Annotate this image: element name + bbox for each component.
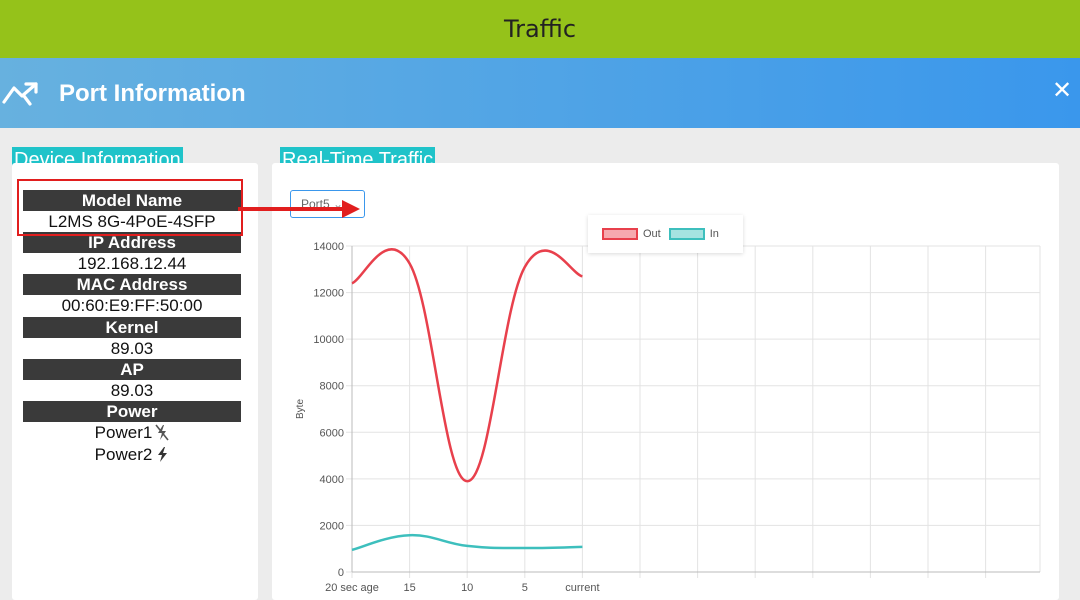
ap-header: AP: [23, 359, 241, 380]
top-bar: Traffic: [0, 0, 1080, 58]
y-tick-label: 8000: [320, 381, 344, 393]
model-name-value: L2MS 8G-4PoE-4SFP: [48, 212, 216, 231]
legend-out[interactable]: Out: [602, 228, 661, 240]
model-name-header: Model Name: [23, 190, 241, 211]
y-tick-label: 2000: [320, 520, 344, 532]
kernel-header: Kernel: [23, 317, 241, 338]
x-tick-label: current: [565, 582, 599, 594]
top-bar-title: Traffic: [503, 15, 577, 43]
chevron-down-icon: ⌄: [333, 197, 344, 211]
ip-address-value: 192.168.12.44: [77, 254, 187, 273]
power1-row: Power1: [23, 422, 241, 443]
x-tick-label: 15: [403, 582, 415, 594]
y-axis-label: Byte: [295, 399, 306, 419]
trend-chart-icon: [2, 82, 38, 106]
mac-address-value: 00:60:E9:FF:50:00: [61, 296, 203, 315]
y-tick-label: 0: [338, 567, 344, 579]
power1-label: Power1: [94, 423, 153, 442]
legend-in-label: In: [709, 228, 719, 240]
red-arrow-annotation: [238, 200, 360, 218]
legend-in[interactable]: In: [668, 228, 719, 240]
power-on-icon: [158, 447, 168, 462]
power2-label: Power2: [94, 445, 153, 464]
y-tick-label: 12000: [313, 288, 344, 300]
power2-row: Power2: [23, 444, 241, 465]
kernel-value: 89.03: [110, 339, 154, 358]
power-header: Power: [23, 401, 241, 422]
legend-in-swatch: [668, 228, 705, 240]
modal-header: Port Information ✕: [0, 58, 1080, 128]
y-tick-label: 14000: [313, 241, 344, 253]
x-tick-label: 10: [461, 582, 473, 594]
ip-address-header: IP Address: [23, 232, 241, 253]
traffic-chart: 0 2000 4000 6000 8000 10000 12000 14000 20 sec a…: [295, 241, 1041, 594]
x-tick-label: 5: [522, 582, 528, 594]
power-off-icon: [155, 424, 169, 441]
chart-legend: Out In: [588, 215, 743, 253]
model-name-highlight-box: [17, 179, 243, 236]
page-title: Port Information: [59, 80, 246, 107]
ap-value: 89.03: [110, 381, 154, 400]
y-tick-label: 10000: [313, 334, 344, 346]
y-tick-label: 4000: [320, 474, 344, 486]
close-icon[interactable]: ✕: [1051, 77, 1073, 104]
legend-out-label: Out: [643, 228, 661, 240]
y-tick-label: 6000: [320, 427, 344, 439]
x-tick-label: 20 sec age: [325, 582, 379, 594]
mac-address-header: MAC Address: [23, 274, 241, 295]
legend-out-swatch: [602, 228, 638, 240]
